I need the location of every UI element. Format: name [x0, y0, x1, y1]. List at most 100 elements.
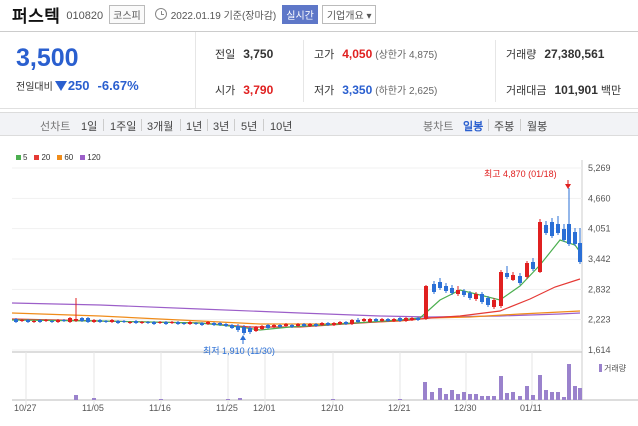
- candle-body: [326, 323, 330, 325]
- candle-body: [416, 318, 420, 320]
- stat-low: 저가 3,350 (하한가 2,625): [314, 83, 438, 97]
- candle-body: [272, 325, 276, 327]
- realtime-button[interactable]: 실시간: [282, 4, 318, 24]
- candle-body: [320, 323, 324, 325]
- candle-body: [68, 318, 72, 322]
- candle-body: [128, 322, 132, 323]
- candle-body: [562, 229, 566, 240]
- change-label: 전일대비: [16, 82, 53, 93]
- candle-body: [122, 321, 126, 322]
- volume-bar: [74, 395, 78, 400]
- candle-body: [499, 272, 503, 306]
- stat-high: 고가 4,050 (상한가 4,875): [314, 47, 438, 61]
- volume-bar: [456, 394, 460, 400]
- candle-body: [158, 322, 162, 323]
- volume-bar: [531, 395, 535, 400]
- volume-bar: [92, 398, 96, 400]
- candle-body: [525, 263, 529, 277]
- candle-body: [80, 318, 84, 321]
- candle-body: [505, 273, 509, 277]
- candle-body: [38, 320, 42, 322]
- period-1w[interactable]: 1주일: [110, 121, 137, 133]
- candle-body: [578, 243, 582, 262]
- candle-body: [20, 320, 24, 321]
- volume-bar: [462, 392, 466, 400]
- candle-body: [518, 276, 522, 283]
- candle-body: [314, 324, 318, 326]
- current-price-box: 3,500 전일대비 250 -6.67%: [0, 32, 196, 108]
- volume-bar: [505, 393, 509, 400]
- price-summary: 3,500 전일대비 250 -6.67% 전일 3,750 시가 3,790 고가…: [0, 31, 638, 109]
- volume-bar: [544, 390, 548, 400]
- period-10y[interactable]: 10년: [270, 121, 293, 133]
- chart-toolbar: 선차트 1일 1주일 3개월 1년 3년 5년 10년 봉차트 일봉 주봉 월봉: [0, 112, 638, 136]
- volume-bar: [226, 399, 230, 400]
- volume-bar: [567, 364, 571, 400]
- candle-body: [450, 288, 454, 293]
- candle-body: [146, 322, 150, 323]
- candle-body: [480, 294, 484, 302]
- volume-bar: [444, 394, 448, 400]
- period-3m[interactable]: 3개월: [147, 121, 174, 133]
- candle-body: [567, 224, 571, 244]
- volume-bar: [480, 396, 484, 400]
- high-annotation: 최고 4,870 (01/18): [484, 169, 557, 179]
- line-chart-label[interactable]: 선차트: [40, 121, 71, 133]
- candle-body: [116, 321, 120, 323]
- candle-body: [350, 320, 354, 324]
- period-5y[interactable]: 5년: [241, 121, 258, 133]
- candle-body: [531, 262, 535, 269]
- candle-body: [338, 322, 342, 324]
- candle-body: [374, 319, 378, 321]
- ma-line-120: [11, 302, 581, 318]
- candle-body: [296, 324, 300, 326]
- candle-body: [332, 323, 336, 325]
- stat-amount: 거래대금 101,901 백만: [506, 83, 622, 97]
- candle-daily[interactable]: 일봉: [463, 121, 484, 133]
- candle-body: [152, 322, 156, 324]
- volume-bar: [511, 392, 515, 400]
- x-tick-label: 10/27: [14, 403, 37, 413]
- candle-body: [134, 321, 138, 323]
- candle-body: [140, 322, 144, 323]
- period-1y[interactable]: 1년: [186, 121, 203, 133]
- candle-body: [176, 322, 180, 324]
- company-overview-button[interactable]: 기업개요 ▾: [321, 4, 377, 24]
- candle-body: [194, 323, 198, 324]
- candle-body: [492, 300, 496, 307]
- base-date: 2022.01.19 기준(장마감): [170, 10, 277, 22]
- candle-body: [50, 321, 54, 322]
- candle-chart-label[interactable]: 봉차트: [423, 121, 454, 133]
- y-tick-label: 4,660: [588, 193, 611, 203]
- x-tick-label: 12/01: [253, 403, 276, 413]
- candle-body: [32, 321, 36, 322]
- candle-body: [474, 294, 478, 299]
- candle-body: [74, 319, 78, 321]
- candle-body: [26, 320, 30, 322]
- current-price: 3,500: [16, 44, 79, 72]
- volume-bar: [556, 392, 560, 400]
- candle-body: [242, 327, 246, 333]
- x-tick-label: 11/05: [82, 403, 104, 413]
- candle-weekly[interactable]: 주봉: [494, 121, 515, 133]
- candle-body: [170, 322, 174, 323]
- candle-body: [212, 323, 216, 325]
- y-tick-label: 2,832: [588, 284, 611, 294]
- period-1d[interactable]: 1일: [81, 121, 98, 133]
- candle-body: [556, 224, 560, 233]
- period-3y[interactable]: 3년: [213, 121, 230, 133]
- candle-body: [386, 319, 390, 321]
- candle-body: [290, 325, 294, 327]
- candle-body: [410, 318, 414, 320]
- ma-legend: 5 20 60 120: [16, 153, 101, 162]
- volume-bar: [438, 388, 442, 400]
- candle-body: [98, 320, 102, 322]
- candle-body: [362, 319, 366, 321]
- candle-monthly[interactable]: 월봉: [527, 121, 548, 133]
- volume-bar: [518, 396, 522, 400]
- volume-bar: [474, 394, 478, 400]
- volume-bar: [492, 396, 496, 400]
- candle-body: [392, 319, 396, 321]
- candle-body: [356, 320, 360, 322]
